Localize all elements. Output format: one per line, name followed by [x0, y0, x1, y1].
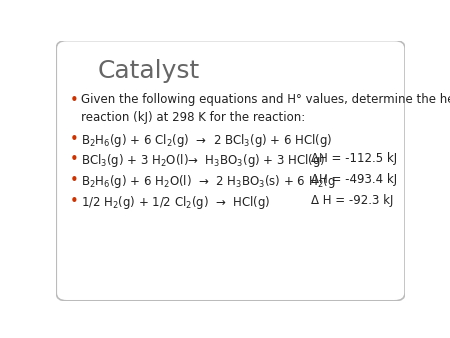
- Text: ΔH = -493.4 kJ: ΔH = -493.4 kJ: [311, 173, 397, 186]
- Text: •: •: [70, 194, 79, 209]
- Text: Catalyst: Catalyst: [98, 59, 200, 83]
- Text: B$_2$H$_6$(g) + 6 Cl$_2$(g)  →  2 BCl$_3$(g) + 6 HCl(g): B$_2$H$_6$(g) + 6 Cl$_2$(g) → 2 BCl$_3$(…: [81, 132, 332, 149]
- Text: •: •: [70, 173, 79, 188]
- FancyBboxPatch shape: [56, 41, 405, 301]
- Text: ΔH = -112.5 kJ: ΔH = -112.5 kJ: [311, 152, 397, 166]
- Text: BCl$_3$(g) + 3 H$_2$O(l)→  H$_3$BO$_3$(g) + 3 HCl(g): BCl$_3$(g) + 3 H$_2$O(l)→ H$_3$BO$_3$(g)…: [81, 152, 325, 169]
- Text: reaction (kJ) at 298 K for the reaction:: reaction (kJ) at 298 K for the reaction:: [81, 111, 305, 124]
- Text: B$_2$H$_6$(g) + 6 H$_2$O(l)  →  2 H$_3$BO$_3$(s) + 6 H$_2$(g: B$_2$H$_6$(g) + 6 H$_2$O(l) → 2 H$_3$BO$…: [81, 173, 335, 190]
- Text: Δ H = -92.3 kJ: Δ H = -92.3 kJ: [311, 194, 393, 207]
- Text: •: •: [70, 132, 79, 147]
- Text: •: •: [70, 152, 79, 167]
- Text: •: •: [70, 93, 79, 107]
- Text: Given the following equations and H° values, determine the heat of: Given the following equations and H° val…: [81, 93, 450, 105]
- Text: 1/2 H$_2$(g) + 1/2 Cl$_2$(g)  →  HCl(g): 1/2 H$_2$(g) + 1/2 Cl$_2$(g) → HCl(g): [81, 194, 270, 211]
